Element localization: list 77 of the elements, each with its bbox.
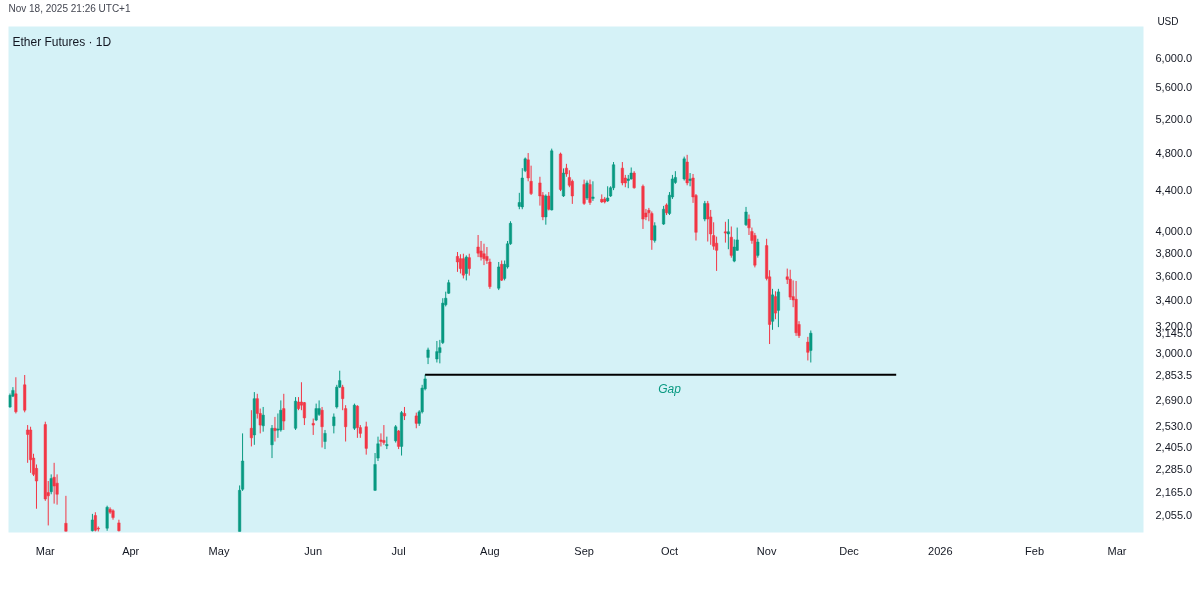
candlestick: [376, 436, 380, 462]
candlestick: [364, 421, 368, 456]
candlestick: [317, 399, 321, 417]
y-tick-label: 5,600.0: [1155, 81, 1193, 94]
y-axis-title: USD: [1157, 15, 1179, 27]
y-tick-label: 2,853.5: [1155, 368, 1193, 381]
candlestick: [332, 412, 336, 434]
candlestick: [461, 253, 465, 279]
x-tick-label: Apr: [122, 544, 140, 557]
candlestick: [273, 416, 277, 443]
x-tick-label: Mar: [35, 544, 56, 557]
candlestick: [64, 495, 68, 532]
candlestick: [467, 253, 471, 277]
candlestick: [729, 225, 733, 259]
y-tick-label: 2,165.0: [1155, 486, 1193, 499]
candlestick: [261, 406, 265, 433]
y-tick-label: 2,285.0: [1155, 463, 1193, 476]
candlestick: [682, 156, 686, 182]
y-tick-label: 2,690.0: [1155, 393, 1193, 406]
candlestick: [455, 251, 459, 273]
candlestick: [26, 424, 30, 464]
candlestick: [585, 180, 589, 201]
text: Ether Futures · 1D: [12, 34, 112, 49]
y-tick-label: 2,405.0: [1155, 441, 1193, 454]
candlestick: [685, 154, 689, 186]
candlestick: [809, 329, 813, 363]
y-tick-label: 3,400.0: [1155, 293, 1193, 306]
candlestick: [591, 180, 595, 202]
candlestick: [497, 261, 501, 291]
y-tick-label: 4,400.0: [1155, 184, 1193, 197]
candlestick: [482, 243, 486, 266]
x-tick-label: Oct: [660, 544, 679, 557]
candlestick: [270, 424, 274, 459]
x-tick-label: Feb: [1025, 544, 1045, 557]
y-tick-label: 4,800.0: [1155, 147, 1193, 160]
candlestick: [688, 172, 692, 187]
candlestick: [249, 409, 253, 447]
y-tick-label: 3,000.0: [1155, 347, 1193, 360]
annotation: Gap: [658, 381, 682, 396]
candlestick: [723, 221, 727, 244]
text: Nov 18, 2025 21:26 UTC+1: [8, 2, 131, 14]
x-tick-label: Jul: [391, 544, 406, 557]
y-tick-label: 4,000.0: [1155, 224, 1193, 237]
candlestick: [382, 424, 386, 446]
candlestick: [335, 384, 339, 410]
candlestick: [662, 205, 666, 226]
x-tick-label: May: [208, 544, 230, 557]
candlestick: [49, 473, 53, 495]
candlestick: [588, 179, 592, 206]
candlestick: [706, 200, 710, 243]
candlestick: [52, 462, 56, 505]
candlestick: [744, 206, 748, 227]
candlestick: [464, 254, 468, 281]
y-tick-label: 3,600.0: [1155, 269, 1193, 282]
candlestick: [435, 340, 439, 363]
candlestick: [756, 238, 760, 259]
y-tick-label: 3,800.0: [1155, 246, 1193, 259]
x-tick-label: Aug: [480, 544, 500, 557]
y-tick-label: 5,200.0: [1155, 112, 1193, 125]
candlestick: [653, 221, 657, 244]
candlestick: [476, 234, 480, 258]
x-tick-label: Sep: [574, 544, 594, 557]
candlestick: [703, 200, 707, 222]
candlestick: [561, 167, 565, 198]
y-tick-label: 6,000.0: [1155, 51, 1193, 64]
x-tick-label: Mar: [1107, 544, 1127, 557]
candlestick: [323, 429, 327, 450]
y-tick-label: 2,055.0: [1155, 508, 1193, 521]
candlestick: [282, 393, 286, 431]
candlestick: [806, 336, 810, 361]
candlestick: [582, 179, 586, 206]
x-tick-label: Dec: [839, 544, 860, 557]
y-tick-label: 2,530.0: [1155, 419, 1193, 432]
candlestick: [776, 288, 780, 328]
x-tick-label: 2026: [928, 544, 953, 557]
x-tick-label: Nov: [756, 544, 777, 557]
x-tick-label: Jun: [304, 544, 323, 557]
